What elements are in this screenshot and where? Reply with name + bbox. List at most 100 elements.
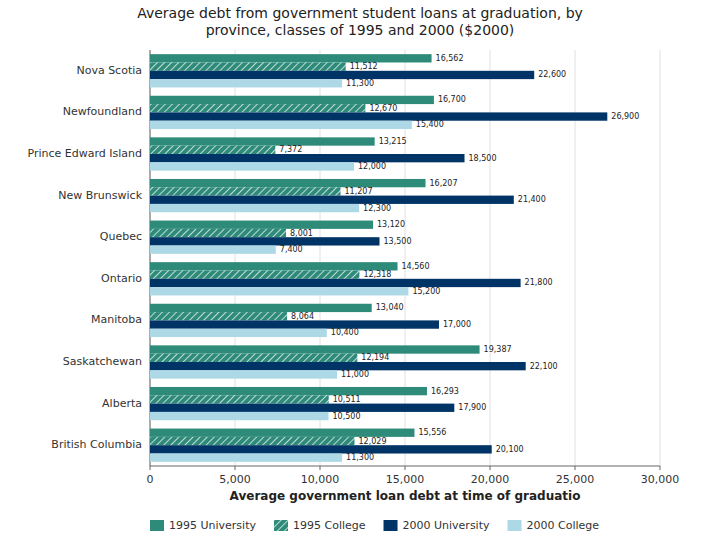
bar — [150, 262, 398, 270]
data-label: 26,900 — [611, 112, 639, 121]
data-label: 13,215 — [379, 137, 407, 146]
bar — [150, 404, 454, 412]
data-label: 11,207 — [345, 187, 373, 196]
x-axis-line — [150, 466, 660, 467]
bar — [150, 146, 275, 154]
bar — [150, 196, 514, 204]
data-label: 19,387 — [484, 345, 512, 354]
legend-item: 2000 University — [384, 519, 490, 532]
bar — [150, 387, 427, 395]
title-line: province, classes of 1995 and 2000 ($200… — [206, 22, 515, 38]
data-label: 7,372 — [279, 145, 302, 154]
y-tick-label: Saskatchewan — [63, 355, 142, 368]
data-label: 11,000 — [341, 370, 369, 379]
data-label: 20,100 — [496, 445, 524, 454]
legend-label: 2000 College — [527, 519, 600, 532]
legend-swatch — [508, 520, 522, 531]
data-label: 13,500 — [384, 237, 412, 246]
data-label: 16,207 — [430, 179, 458, 188]
legend-item: 2000 College — [508, 519, 600, 532]
data-label: 11,300 — [346, 453, 374, 462]
bar — [150, 79, 342, 87]
bar — [150, 237, 380, 245]
title-line: Average debt from government student loa… — [137, 5, 583, 21]
data-label: 12,670 — [369, 104, 397, 113]
y-tick-label: British Columbia — [51, 438, 142, 451]
data-label: 17,900 — [458, 403, 486, 412]
data-label: 13,040 — [376, 303, 404, 312]
data-label: 14,560 — [402, 262, 430, 271]
data-label: 15,200 — [412, 287, 440, 296]
legend-label: 2000 University — [403, 519, 490, 532]
data-label: 10,511 — [333, 395, 361, 404]
legend-label: 1995 University — [169, 519, 256, 532]
bar — [150, 162, 354, 170]
x-tick — [235, 466, 236, 470]
bar — [150, 229, 286, 237]
data-label: 22,600 — [538, 70, 566, 79]
data-label: 17,000 — [443, 320, 471, 329]
x-tick — [150, 466, 151, 470]
legend-item: 1995 University — [150, 519, 256, 532]
data-label: 21,800 — [525, 278, 553, 287]
data-label: 15,556 — [418, 428, 446, 437]
x-tick-label: 10,000 — [301, 473, 340, 486]
y-tick-label: Quebec — [100, 230, 142, 243]
bar — [150, 445, 492, 453]
bar — [150, 454, 342, 462]
x-tick-label: 15,000 — [386, 473, 425, 486]
bar — [150, 412, 329, 420]
bar — [150, 154, 465, 162]
bars — [150, 54, 607, 462]
grid-line — [660, 50, 661, 466]
bar — [150, 279, 521, 287]
bar — [150, 204, 359, 212]
bar — [150, 354, 357, 362]
legend-swatch — [150, 520, 164, 531]
bar — [150, 104, 365, 112]
data-label: 8,001 — [290, 229, 313, 238]
data-label: 7,400 — [280, 245, 303, 254]
y-tick-label: Manitoba — [91, 313, 142, 326]
y-tick-label: Prince Edward Island — [27, 147, 142, 160]
legend-item: 1995 College — [274, 519, 366, 532]
x-tick — [405, 466, 406, 470]
grid — [150, 50, 660, 466]
bar — [150, 270, 359, 278]
bar — [150, 362, 526, 370]
data-label: 21,400 — [518, 195, 546, 204]
y-tick-label: Nova Scotia — [76, 64, 142, 77]
bar — [150, 370, 337, 378]
chart: Average debt from government student loa… — [0, 0, 720, 540]
data-label: 16,700 — [438, 95, 466, 104]
bar — [150, 54, 432, 62]
data-label: 15,400 — [416, 120, 444, 129]
data-label: 12,318 — [363, 270, 391, 279]
data-label: 11,512 — [350, 62, 378, 71]
x-tick — [490, 466, 491, 470]
bar — [150, 187, 341, 195]
data-label: 10,400 — [331, 328, 359, 337]
x-tick-label: 25,000 — [556, 473, 595, 486]
x-axis-label: Average government loan debt at time of … — [230, 489, 581, 503]
data-label: 16,562 — [436, 54, 464, 63]
x-tick-label: 30,000 — [641, 473, 680, 486]
bar — [150, 62, 346, 70]
legend-swatch — [384, 520, 398, 531]
y-tick-label: Newfoundland — [63, 105, 142, 118]
bar — [150, 329, 327, 337]
bar — [150, 320, 439, 328]
y-tick-label: Ontario — [101, 272, 142, 285]
data-label: 12,194 — [361, 353, 389, 362]
x-tick-label: 20,000 — [471, 473, 510, 486]
bar — [150, 121, 412, 129]
title: Average debt from government student loa… — [137, 5, 583, 38]
y-tick-label: New Brunswick — [58, 189, 142, 202]
x-tick — [320, 466, 321, 470]
bar — [150, 437, 354, 445]
legend: 1995 University 1995 College 2000 Universi… — [150, 519, 599, 532]
data-label: 12,000 — [358, 162, 386, 171]
x-tick-label: 0 — [147, 473, 154, 486]
data-labels: 16,56216,70013,21516,20713,12014,56013,0… — [279, 54, 639, 462]
bar — [150, 71, 534, 79]
